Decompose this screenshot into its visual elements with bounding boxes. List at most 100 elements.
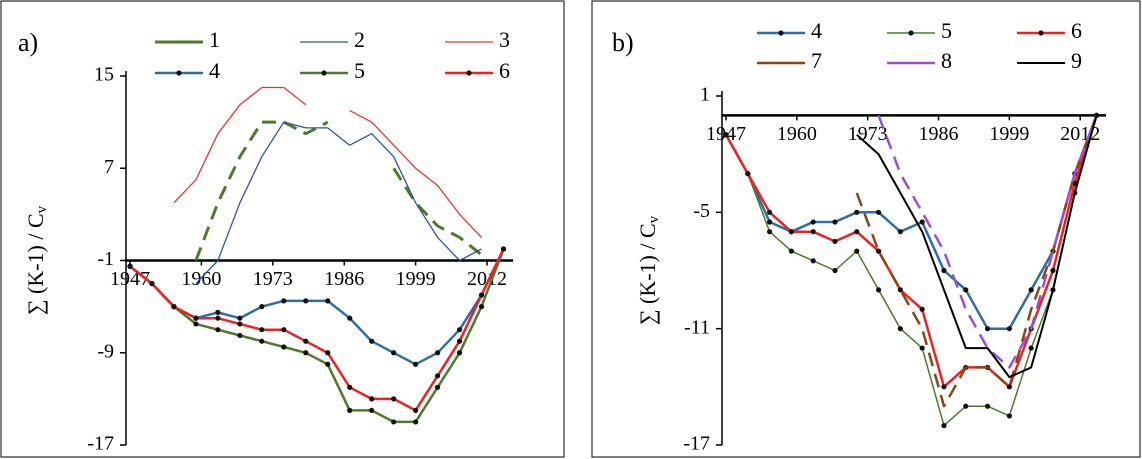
series-marker bbox=[149, 280, 155, 287]
series-marker bbox=[919, 345, 925, 351]
series-marker bbox=[1006, 384, 1012, 390]
panel-label: b) bbox=[612, 28, 634, 57]
series-marker bbox=[941, 384, 947, 390]
series-marker bbox=[171, 304, 177, 310]
legend-label: 7 bbox=[811, 48, 822, 73]
series-marker bbox=[434, 373, 441, 379]
y-tick-label: -11 bbox=[684, 316, 710, 338]
panel: b)∑ (K-1) / Cv1-5-11-1719471960197319861… bbox=[591, 0, 1141, 458]
series-marker bbox=[127, 263, 133, 269]
y-tick-label: -17 bbox=[683, 433, 710, 455]
y-axis-label: ∑ (K-1) / Cv bbox=[23, 205, 50, 315]
series-marker bbox=[478, 292, 485, 298]
series-marker bbox=[391, 396, 397, 402]
series-marker bbox=[193, 321, 199, 327]
legend-label: 5 bbox=[354, 58, 365, 83]
legend-label: 5 bbox=[941, 18, 952, 43]
series-marker bbox=[369, 396, 375, 402]
series-marker bbox=[897, 287, 903, 293]
series-marker bbox=[391, 419, 397, 425]
series-line bbox=[129, 248, 505, 424]
series-marker bbox=[347, 315, 353, 321]
series-marker bbox=[963, 403, 969, 409]
legend-label: 4 bbox=[209, 58, 220, 83]
series-marker bbox=[941, 267, 947, 274]
y-tick-label: -1 bbox=[97, 248, 114, 270]
legend-marker bbox=[466, 70, 472, 76]
series-marker bbox=[897, 229, 903, 235]
series-marker bbox=[875, 287, 882, 293]
panel-frame bbox=[591, 0, 1141, 458]
series-line bbox=[724, 115, 1098, 389]
series-marker bbox=[1050, 267, 1056, 274]
series-marker bbox=[1028, 287, 1034, 293]
series-marker bbox=[413, 419, 419, 425]
series-marker bbox=[369, 338, 375, 344]
x-tick-label: 1960 bbox=[777, 123, 817, 145]
series-marker bbox=[413, 407, 419, 414]
series-marker bbox=[325, 361, 331, 367]
series-marker bbox=[919, 306, 925, 312]
series-marker bbox=[963, 287, 969, 293]
legend-marker bbox=[908, 30, 914, 36]
series-marker bbox=[303, 350, 309, 356]
series-marker bbox=[897, 326, 903, 332]
series-marker bbox=[723, 132, 729, 138]
legend-marker bbox=[778, 30, 784, 36]
x-tick-label: 1973 bbox=[253, 268, 293, 290]
series-marker bbox=[259, 338, 265, 344]
y-tick-label: -5 bbox=[693, 200, 710, 222]
series-marker bbox=[919, 219, 925, 225]
series-marker bbox=[434, 384, 441, 390]
series-marker bbox=[281, 344, 287, 350]
series-line bbox=[855, 114, 1098, 408]
x-tick-label: 1986 bbox=[324, 268, 364, 290]
series-line bbox=[173, 86, 482, 238]
series-marker bbox=[1006, 413, 1012, 419]
y-axis-label-sub: v bbox=[34, 205, 50, 213]
series-marker bbox=[281, 298, 287, 304]
x-tick-label: 1986 bbox=[919, 123, 959, 145]
y-tick-label: 1 bbox=[700, 84, 710, 106]
series-marker bbox=[875, 209, 882, 215]
y-tick-label: 7 bbox=[104, 156, 114, 178]
series-line bbox=[194, 120, 483, 262]
series-marker bbox=[500, 246, 507, 252]
series-marker bbox=[766, 219, 773, 225]
series-marker bbox=[413, 361, 419, 367]
series-line bbox=[725, 115, 1098, 427]
y-axis-label-sub: v bbox=[646, 215, 662, 223]
series-marker bbox=[347, 407, 353, 414]
series-marker bbox=[1006, 326, 1012, 332]
series-marker bbox=[745, 170, 751, 177]
series-marker bbox=[391, 350, 397, 356]
y-axis-label: ∑ (K-1) / Cv bbox=[635, 215, 662, 325]
y-tick-label: -9 bbox=[97, 340, 114, 362]
series-marker bbox=[984, 403, 991, 409]
legend-label: 2 bbox=[354, 27, 365, 52]
legend-marker bbox=[1038, 30, 1044, 36]
x-tick-label: 1999 bbox=[989, 123, 1029, 145]
series-marker bbox=[259, 304, 265, 310]
legend-label: 9 bbox=[1071, 48, 1082, 73]
legend-label: 1 bbox=[209, 27, 220, 52]
series-marker bbox=[875, 248, 882, 254]
y-axis-label-main: ∑ (K-1) / C bbox=[23, 213, 48, 315]
legend-marker bbox=[176, 70, 182, 76]
legend-label: 8 bbox=[941, 48, 952, 73]
y-tick-label: 15 bbox=[94, 64, 114, 86]
y-tick-label: -17 bbox=[87, 433, 114, 455]
series-marker bbox=[237, 332, 243, 339]
panel-frame bbox=[0, 0, 565, 458]
legend-label: 3 bbox=[499, 27, 510, 52]
legend-label: 6 bbox=[1071, 18, 1082, 43]
series-marker bbox=[854, 248, 860, 254]
series-marker bbox=[369, 407, 375, 414]
series-marker bbox=[832, 219, 838, 225]
series-marker bbox=[984, 326, 991, 332]
series-marker bbox=[215, 309, 221, 315]
series-marker bbox=[347, 384, 353, 390]
panel-label: a) bbox=[18, 28, 38, 57]
series-line bbox=[129, 248, 505, 412]
